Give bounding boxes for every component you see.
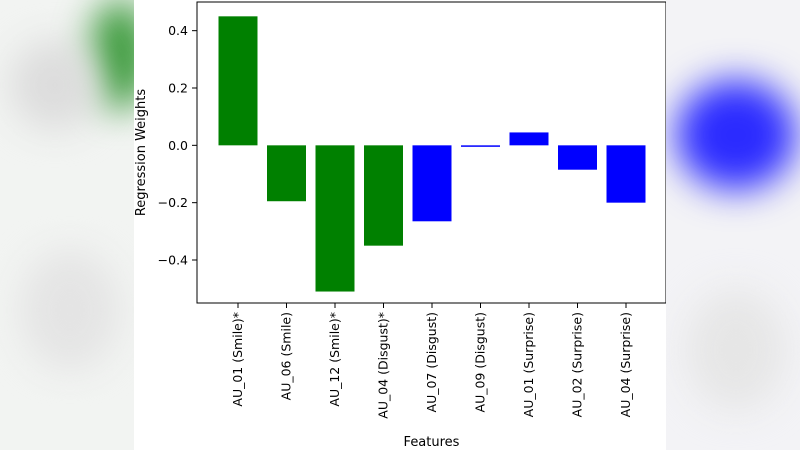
bar-5 — [412, 145, 452, 222]
y-tick-label: 0.4 — [168, 23, 188, 38]
x-axis-label: Features — [404, 435, 460, 450]
gray-blur-shape — [686, 290, 786, 410]
y-tick-label: −0.2 — [158, 195, 188, 210]
bar-6 — [461, 145, 500, 147]
chart-panel: 0.4 0.2 0.0 −0.2 −0.4 AU_01 (Smile)* AU_06 (S… — [134, 0, 667, 450]
bar-7 — [509, 132, 549, 146]
bar-3 — [315, 145, 355, 292]
x-tick-label: AU_04 (Surprise) — [618, 312, 633, 417]
blue-blur-shape — [676, 80, 796, 190]
x-tick-label: AU_01 (Smile)* — [230, 312, 245, 407]
x-tick-label: AU_02 (Surprise) — [570, 312, 585, 417]
x-tick-label: AU_06 (Smile) — [279, 312, 294, 400]
x-tick-label: AU_12 (Smile)* — [327, 312, 342, 407]
x-tick-label: AU_09 (Disgust) — [473, 312, 488, 412]
bars-group — [218, 16, 646, 292]
x-tick-label: AU_01 (Surprise) — [521, 312, 536, 417]
x-axis: AU_01 (Smile)* AU_06 (Smile) AU_12 (Smile)… — [230, 303, 633, 419]
bar-1 — [218, 16, 258, 146]
x-tick-label: AU_07 (Disgust) — [424, 312, 439, 412]
y-tick-label: −0.4 — [158, 253, 188, 268]
blurred-backdrop-left — [0, 0, 134, 450]
bar-4 — [364, 145, 403, 246]
y-axis: 0.4 0.2 0.0 −0.2 −0.4 — [158, 23, 197, 268]
y-axis-label: Regression Weights — [134, 89, 149, 217]
gray-blur-shape — [20, 250, 120, 370]
y-tick-label: 0.2 — [168, 81, 188, 96]
bar-8 — [558, 145, 597, 170]
gray-blur-shape — [10, 40, 100, 130]
x-tick-label: AU_04 (Disgust)* — [376, 312, 391, 419]
blurred-backdrop-right — [666, 0, 800, 450]
y-tick-label: 0.0 — [168, 138, 188, 153]
bar-2 — [267, 145, 306, 202]
bar-9 — [606, 145, 646, 203]
bar-chart: 0.4 0.2 0.0 −0.2 −0.4 AU_01 (Smile)* AU_06 (S… — [134, 1, 667, 450]
